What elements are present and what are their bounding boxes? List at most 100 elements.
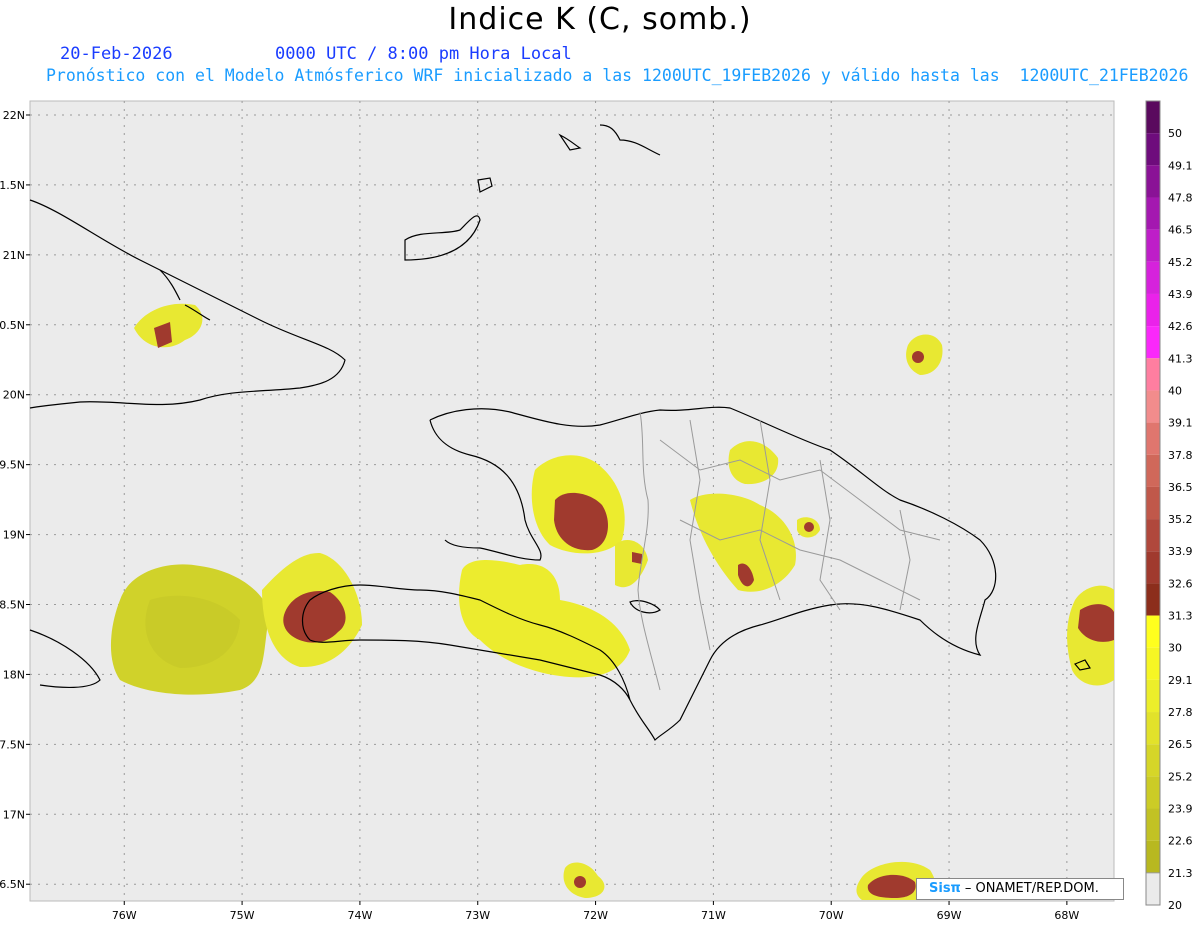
colorbar-swatch: [1146, 776, 1160, 809]
k-area-haiti-south: [459, 560, 630, 678]
province-lines-4: [759, 419, 781, 601]
k-max-south-east: [867, 874, 916, 898]
colorbar-swatch: [1146, 486, 1160, 520]
colorbar-label: 43.9: [1168, 288, 1193, 301]
lon-tick-label: 75W: [230, 909, 255, 922]
gonave-island: [629, 600, 661, 614]
k-max-puerto-rico: [1078, 604, 1114, 642]
province-lines-1: [659, 439, 941, 541]
lat-tick-label: 21N: [3, 249, 25, 262]
cuba-coast: [29, 199, 346, 409]
lon-tick-label: 73W: [465, 909, 490, 922]
date-label: 20-Feb-2026: [60, 44, 173, 64]
jamaica-coast: [29, 629, 101, 689]
colorbar-label: 37.8: [1168, 449, 1193, 462]
lat-tick-label: 18N: [3, 668, 25, 681]
lat-tick-label: 1.5N: [0, 179, 25, 192]
map-title: Indice K (C, somb.): [448, 2, 752, 37]
lat-tick-label: 17N: [3, 808, 25, 821]
colorbar-label: 22.6: [1168, 835, 1193, 848]
colorbar-label: 25.2: [1168, 770, 1193, 783]
colorbar-label: 30: [1168, 642, 1182, 655]
k-index-field: [110, 303, 1114, 900]
lat-tick-label: 22N: [3, 109, 25, 122]
colorbar-swatch: [1146, 422, 1160, 455]
k-area-west-inner: [145, 595, 240, 668]
k-area-northeast: [906, 334, 943, 375]
credit-box: Sisπ – ONAMET/REP.DOM.: [916, 878, 1124, 900]
lon-tick-label: 74W: [347, 909, 372, 922]
lon-tick-label: 76W: [112, 909, 137, 922]
colorbar-swatch: [1146, 133, 1160, 166]
credit-brand: Sisπ: [929, 881, 961, 896]
colorbar-label: 50: [1168, 127, 1182, 140]
colorbar-label: 33.9: [1168, 545, 1193, 558]
lon-tick-label: 69W: [937, 909, 962, 922]
colorbar-label: 21.3: [1168, 867, 1193, 880]
k-max-haiti-north: [554, 492, 608, 551]
lat-tick-label: 9.5N: [0, 459, 25, 472]
haiti-dr-border: [637, 411, 661, 691]
colorbar-swatch: [1146, 261, 1160, 294]
colorbar-swatch: [1146, 197, 1160, 230]
bahamas-island-2: [477, 177, 493, 193]
colorbar-swatch: [1146, 615, 1160, 648]
bahamas-island-4: [599, 124, 661, 156]
admin-borders: [637, 411, 941, 691]
lat-tick-label: 0.5N: [0, 319, 25, 332]
colorbar-swatch: [1146, 551, 1160, 584]
colorbar-swatch: [1146, 808, 1160, 841]
hispaniola-coast: [301, 406, 997, 742]
colorbar-label: 42.6: [1168, 320, 1193, 333]
lat-tick-label: 8.5N: [0, 598, 25, 611]
colorbar-swatch: [1146, 679, 1160, 713]
colorbar-label: 39.1: [1168, 417, 1193, 430]
colorbar-label: 47.8: [1168, 191, 1193, 204]
province-lines-3: [689, 419, 711, 651]
colorbar-label: 20: [1168, 899, 1182, 912]
province-lines-6: [899, 509, 911, 611]
bahamas-island-3: [558, 133, 582, 151]
colorbar-label: 40: [1168, 384, 1182, 397]
province-lines-2: [679, 519, 921, 601]
lon-tick-label: 71W: [701, 909, 726, 922]
colorbar-swatch: [1146, 165, 1160, 198]
colorbar-label: 26.5: [1168, 738, 1193, 751]
lat-tick-label: 7.5N: [0, 738, 25, 751]
time-label: 0000 UTC / 8:00 pm Hora Local: [274, 44, 572, 64]
colorbar-label: 36.5: [1168, 481, 1193, 494]
northwest-haiti: [429, 419, 542, 561]
colorbar-swatch: [1146, 390, 1160, 423]
lat-tick-label: 19N: [3, 529, 25, 542]
axis-labels: 76W 75W 74W 73W 72W 71W 70W 69W 68W 22N 1.5N 21N 0.5…: [0, 109, 1079, 922]
colorbar-swatch-below-min: [1145, 872, 1161, 906]
colorbar-swatch: [1146, 583, 1160, 616]
colorbar-label: 46.5: [1168, 224, 1193, 237]
colorbar-swatch: [1146, 744, 1160, 777]
colorbar-swatch: [1146, 712, 1160, 745]
colorbar-label: 45.2: [1168, 256, 1193, 269]
k-max-northeast: [912, 351, 924, 363]
puerto-rico-coast: [1074, 659, 1091, 671]
k-max-border: [632, 552, 642, 564]
lon-tick-label: 70W: [819, 909, 844, 922]
colorbar-swatch: [1146, 840, 1160, 873]
colorbar-swatch: [1146, 101, 1160, 134]
valid-time-line: 20-Feb-2026 0000 UTC / 8:00 pm Hora Loca…: [60, 44, 572, 64]
cuba-north-keys: [159, 269, 211, 321]
coastlines: [29, 124, 1091, 742]
colorbar-swatch: [1146, 358, 1160, 391]
colorbar-swatch: [1146, 326, 1160, 359]
colorbar-label: 41.3: [1168, 352, 1193, 365]
k-max-south-center: [574, 876, 586, 888]
colorbar-label: 23.9: [1168, 803, 1193, 816]
lat-tick-label: 20N: [3, 389, 25, 402]
colorbar-swatch: [1146, 454, 1160, 487]
colorbar-swatch: [1146, 647, 1160, 680]
colorbar-frame: [1145, 100, 1161, 906]
colorbar: 50 49.1 47.8 46.5 45.2 43.9 42.6 41.3 40 39.1 37.8…: [1145, 100, 1193, 912]
colorbar-label: 49.1: [1168, 159, 1193, 172]
k-max-cuba: [154, 322, 172, 348]
k-max-central-dr: [738, 563, 754, 587]
